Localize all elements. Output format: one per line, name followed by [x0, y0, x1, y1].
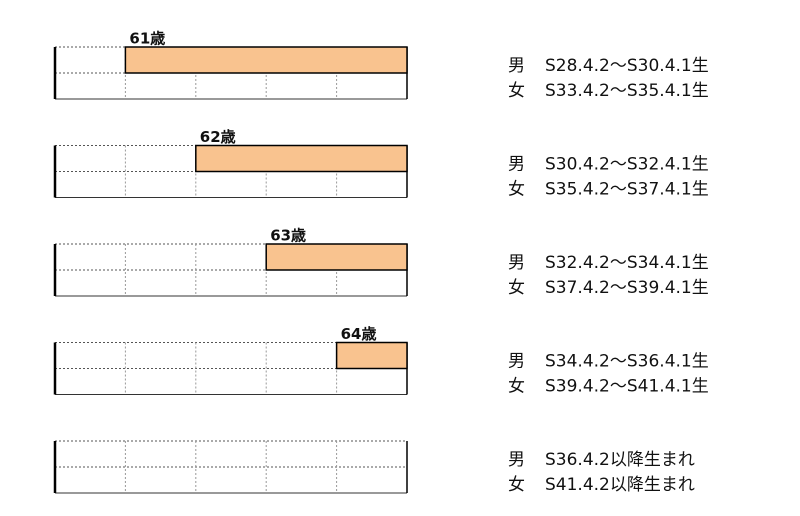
period-label: S36.4.2以降生まれ [545, 450, 695, 470]
sex-label: 女 [508, 180, 525, 200]
sex-label: 男 [508, 56, 525, 76]
period-label: S28.4.2～S30.4.1生 [545, 56, 709, 76]
age-label: 61歳 [129, 30, 165, 48]
period-label: S33.4.2～S35.4.1生 [545, 81, 709, 101]
bar [335, 341, 408, 370]
period-label: S37.4.2～S39.4.1生 [545, 278, 709, 298]
bar [124, 46, 408, 74]
sex-label: 女 [508, 278, 525, 298]
sex-label: 男 [508, 253, 525, 273]
period-label: S34.4.2～S36.4.1生 [545, 352, 709, 372]
period-label: S32.4.2～S34.4.1生 [545, 253, 709, 273]
sex-label: 男 [508, 450, 525, 470]
period-label: S41.4.2以降生まれ [545, 475, 695, 495]
period-label: S39.4.2～S41.4.1生 [545, 377, 709, 397]
sex-label: 男 [508, 155, 525, 175]
sex-label: 女 [508, 377, 525, 397]
sex-label: 男 [508, 352, 525, 372]
age-label: 63歳 [270, 227, 306, 245]
age-label: 64歳 [341, 325, 377, 343]
sex-label: 女 [508, 475, 525, 495]
bar [265, 243, 408, 271]
sex-label: 女 [508, 81, 525, 101]
bar [195, 144, 408, 173]
period-label: S30.4.2～S32.4.1生 [545, 155, 709, 175]
period-label: S35.4.2～S37.4.1生 [545, 180, 709, 200]
age-label: 62歳 [200, 128, 236, 146]
